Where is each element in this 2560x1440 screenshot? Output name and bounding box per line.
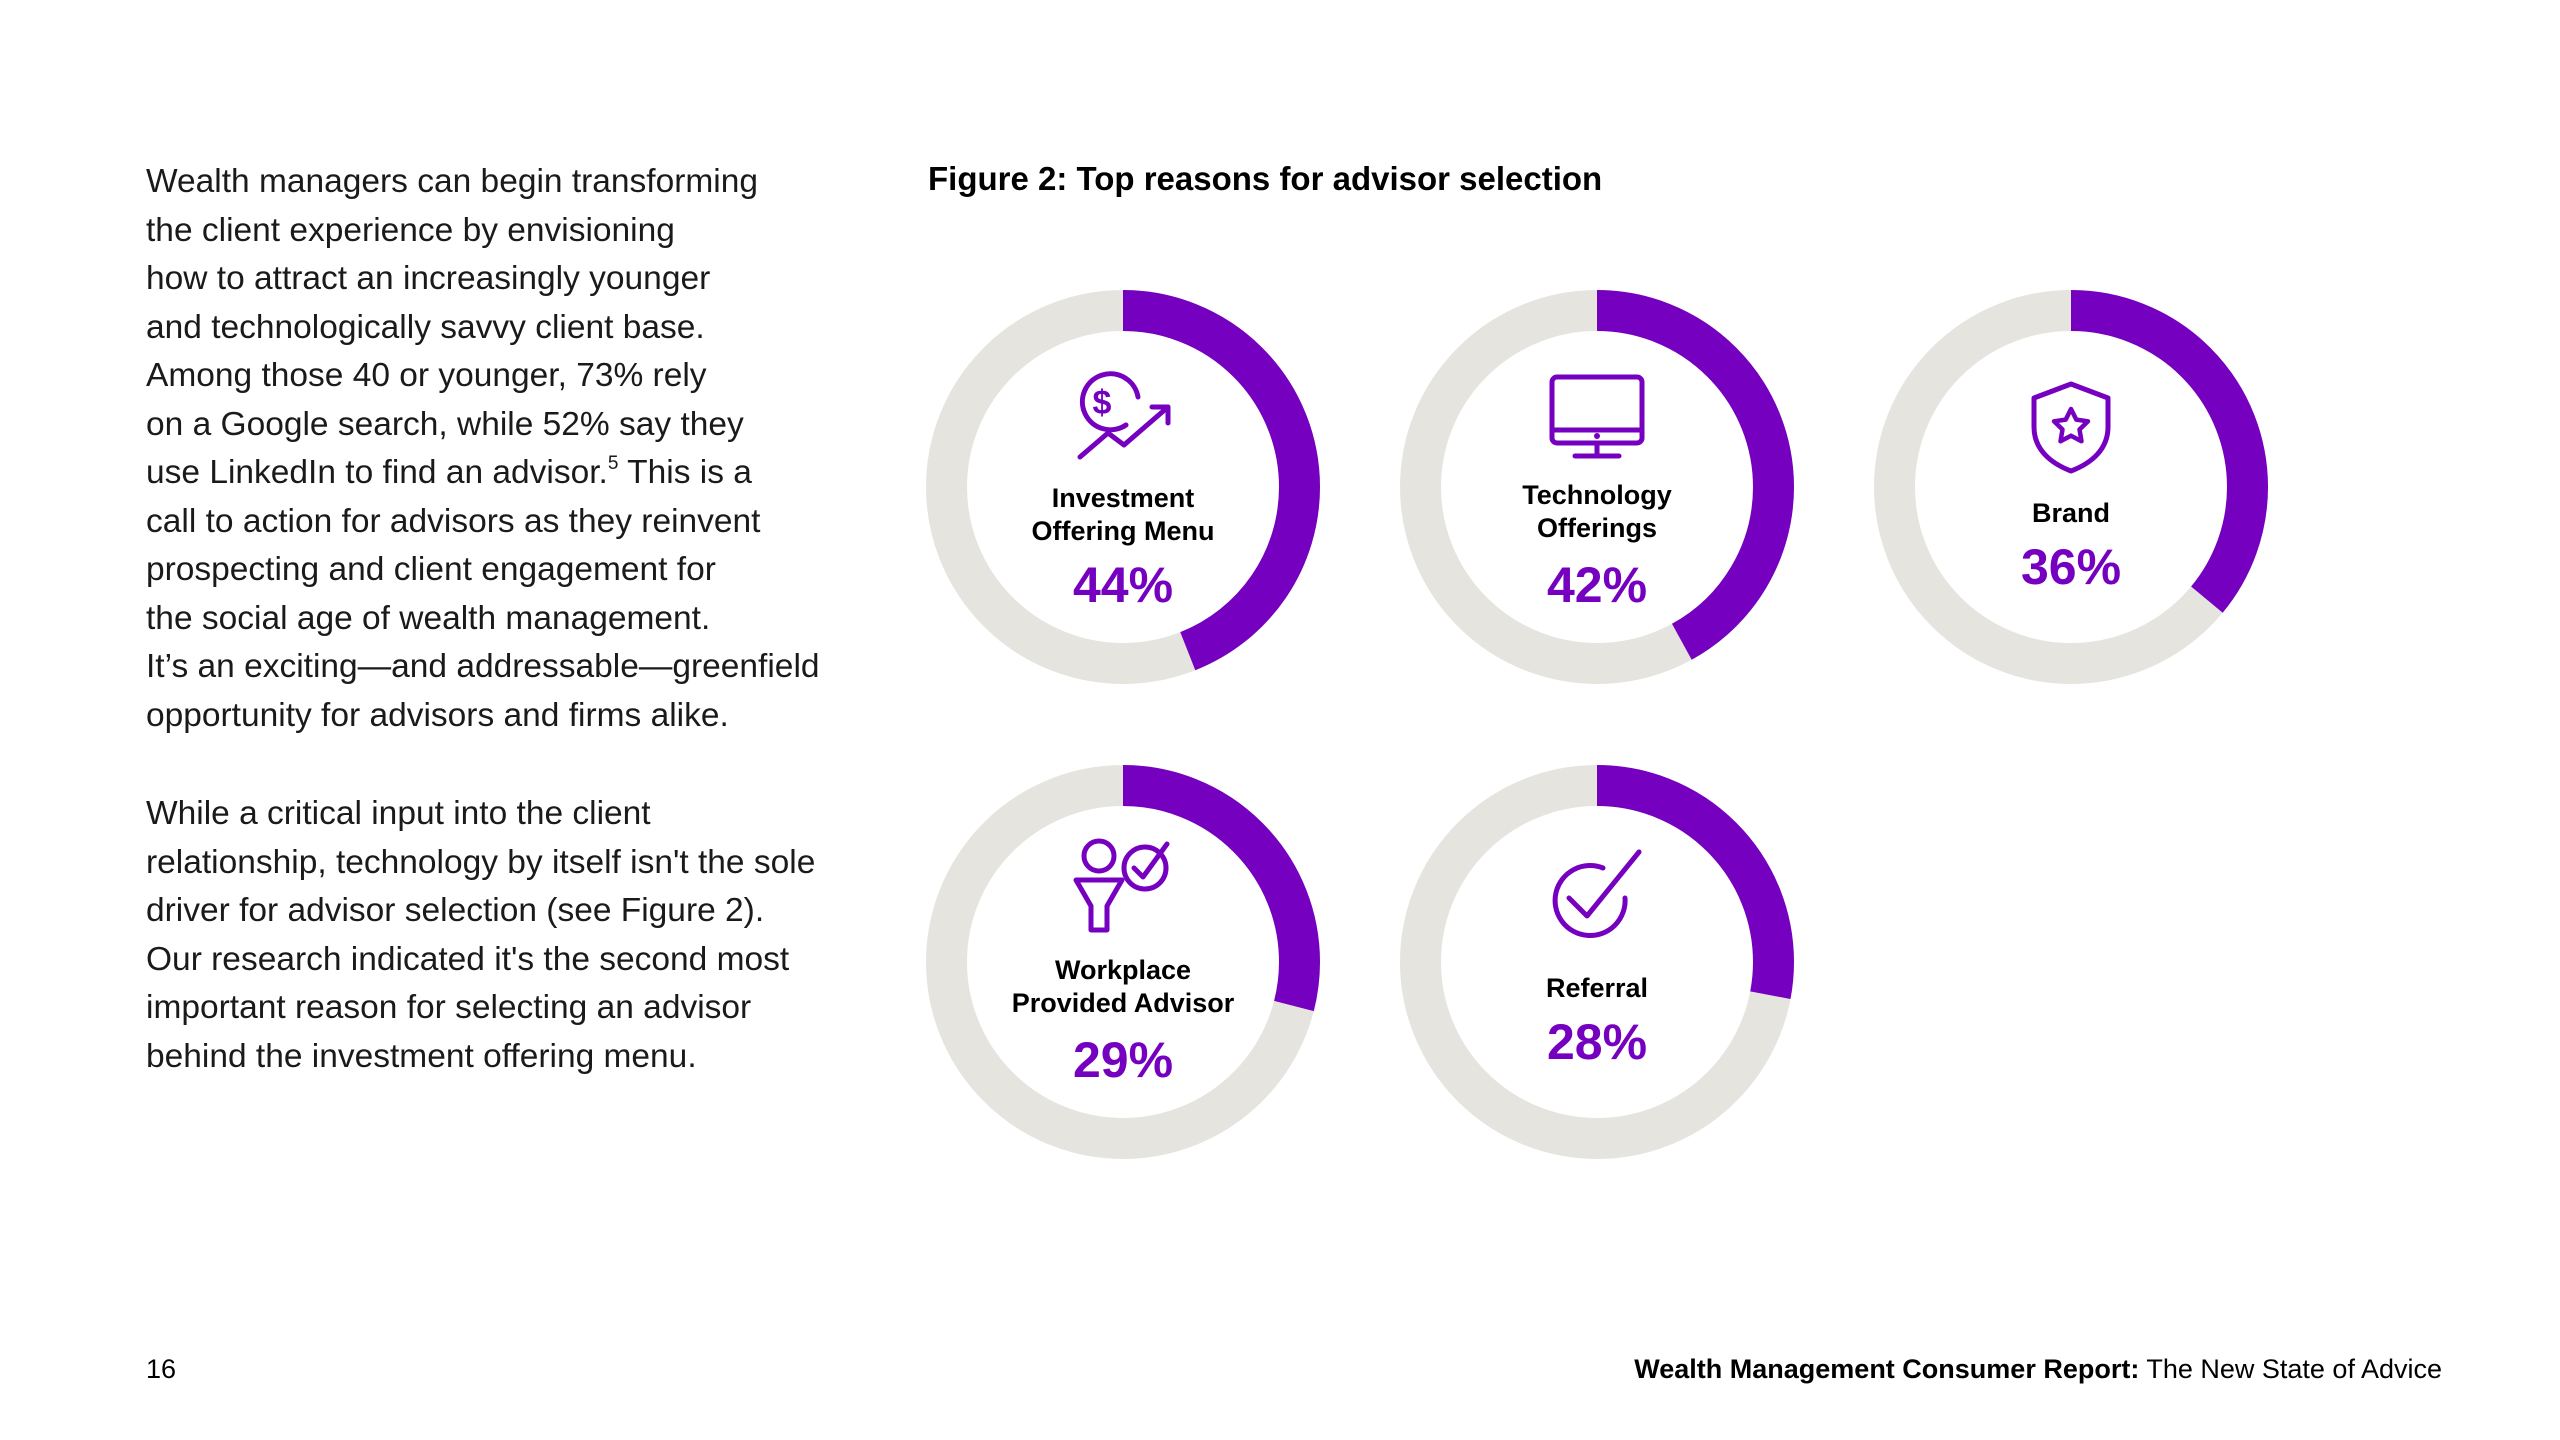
donut-value: 44%	[1072, 557, 1174, 613]
donut-value-arc	[926, 290, 1320, 684]
text-line: and technologically savvy client base.	[146, 308, 705, 346]
text-line: the social age of wealth management.	[146, 599, 711, 637]
donut-value-arc	[1874, 290, 2268, 684]
donut-ring	[1874, 290, 2268, 684]
donut-label: Investment Offering Menu	[923, 482, 1323, 548]
donut-investment-offering-menu: $ Investment Offering Menu 44%	[923, 287, 1323, 687]
donut-brand: Brand 36%	[1871, 287, 2271, 687]
text-line: call to action for advisors as they rein…	[146, 502, 761, 540]
text-line: use LinkedIn to find an advisor.5 This i…	[146, 449, 826, 498]
donut-value-arc	[926, 765, 1320, 1159]
donut-value-arc	[1400, 290, 1794, 684]
donut-value: 28%	[1546, 1014, 1648, 1070]
donut-value-arc	[1400, 765, 1794, 1159]
donut-label-line: Brand	[2031, 498, 2110, 528]
donut-ring	[1400, 290, 1794, 684]
report-title: Wealth Management Consumer Report:	[1634, 1354, 2140, 1384]
text-line: prospecting and client engagement for	[146, 551, 716, 588]
donut-label-line: Referral	[1545, 973, 1649, 1003]
text-line: relationship, technology by itself isn't…	[146, 843, 816, 881]
donut-ring	[1400, 765, 1794, 1159]
donut-value: 29%	[1072, 1032, 1174, 1088]
text-line: how to attract an increasingly younger	[146, 260, 711, 297]
donut-label-line: Offerings	[1536, 513, 1657, 543]
svg-text:$: $	[1093, 384, 1112, 422]
person-check-icon	[1073, 838, 1170, 933]
donut-label-line: Investment	[1051, 483, 1195, 513]
footer-report-title: Wealth Management Consumer Report: The N…	[1634, 1354, 2442, 1385]
text-line: opportunity for advisors and firms alike…	[146, 696, 729, 734]
donut-ring	[926, 290, 1320, 684]
donut-label-line: Provided Advisor	[1011, 988, 1235, 1018]
report-subtitle: The New State of Advice	[2139, 1354, 2442, 1384]
footnote-ref: 5	[607, 453, 619, 474]
monitor-icon	[1549, 374, 1645, 459]
donut-label-line: Technology	[1522, 480, 1672, 510]
donut-label: Referral	[1397, 972, 1797, 1005]
text-line: behind the investment offering menu.	[146, 1037, 697, 1075]
donut-value: 36%	[2020, 539, 2122, 595]
text-line: Wealth managers can begin transforming	[146, 163, 759, 200]
shield-star-icon	[2031, 381, 2111, 474]
text-line: It’s an exciting—and addressable—greenfi…	[146, 648, 820, 685]
text-segment: This is a	[618, 454, 752, 491]
text-line: the client experience by envisioning	[146, 211, 675, 249]
donut-label-line: Offering Menu	[1031, 516, 1215, 546]
page-number: 16	[146, 1354, 177, 1384]
figure-title: Figure 2: Top reasons for advisor select…	[928, 160, 1603, 197]
donut-ring	[926, 765, 1320, 1159]
text-line: While a critical input into the client	[146, 795, 651, 832]
dollar-growth-icon: $	[1077, 371, 1171, 460]
intro-paragraph: Wealth managers can begin transforming t…	[146, 158, 826, 740]
text-line: Our research indicated it's the second m…	[146, 940, 790, 978]
donut-label: Brand	[1871, 497, 2271, 530]
donut-referral: Referral 28%	[1397, 762, 1797, 1162]
donut-technology-offerings: Technology Offerings 42%	[1397, 287, 1797, 687]
checkmark-circle-icon	[1552, 849, 1642, 939]
donut-label-line: Workplace	[1054, 955, 1192, 985]
donut-value: 42%	[1546, 557, 1648, 613]
text-segment: use LinkedIn to find an advisor.	[146, 454, 608, 491]
donut-workplace-provided-advisor: Workplace Provided Advisor 29%	[923, 762, 1323, 1162]
text-line: driver for advisor selection (see Figure…	[146, 892, 765, 929]
text-line: Among those 40 or younger, 73% rely	[146, 357, 707, 394]
donut-label: Workplace Provided Advisor	[923, 954, 1323, 1020]
donut-label: Technology Offerings	[1397, 479, 1797, 545]
text-line: important reason for selecting an adviso…	[146, 989, 752, 1026]
technology-paragraph: While a critical input into the client r…	[146, 790, 826, 1081]
text-line: on a Google search, while 52% say they	[146, 405, 744, 443]
